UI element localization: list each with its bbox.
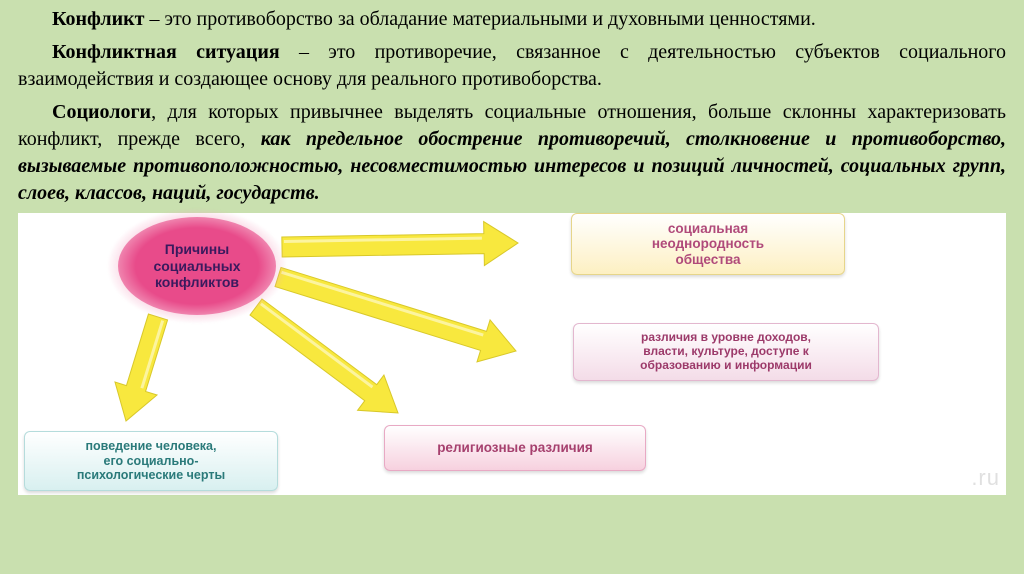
paragraph-sociologists: Социологи, для которых привычнее выделят… — [18, 99, 1006, 207]
cause-box-religious-differences: религиозные различия — [384, 425, 646, 471]
paragraph-conflict: Конфликт – это противоборство за обладан… — [18, 6, 1006, 33]
slide-page: Конфликт – это противоборство за обладан… — [0, 0, 1024, 574]
arrow-0 — [282, 221, 519, 269]
center-oval: Причинысоциальныхконфликтов — [118, 217, 276, 315]
term-conflict: Конфликт — [52, 8, 144, 30]
term-sociologists: Социологи — [52, 101, 151, 123]
def-conflict: – это противоборство за обладание матери… — [144, 8, 815, 30]
term-conflict-situation: Конфликтная ситуация — [52, 41, 280, 63]
cause-box-differences-income: различия в уровне доходов,власти, культу… — [573, 323, 879, 381]
cause-box-human-behavior: поведение человека,его социально-психоло… — [24, 431, 278, 491]
paragraph-conflict-situation: Конфликтная ситуация – это противоречие,… — [18, 39, 1006, 93]
cause-box-social-heterogeneity: социальнаянеоднородностьобщества — [571, 213, 845, 275]
causes-diagram: Причинысоциальныхконфликтов социальнаяне… — [18, 213, 1006, 495]
arrow-highlight-1 — [281, 271, 484, 337]
center-oval-label: Причинысоциальныхконфликтов — [153, 241, 240, 291]
arrow-highlight-2 — [260, 303, 373, 389]
arrow-3 — [105, 311, 179, 428]
watermark: .ru — [971, 465, 1000, 491]
